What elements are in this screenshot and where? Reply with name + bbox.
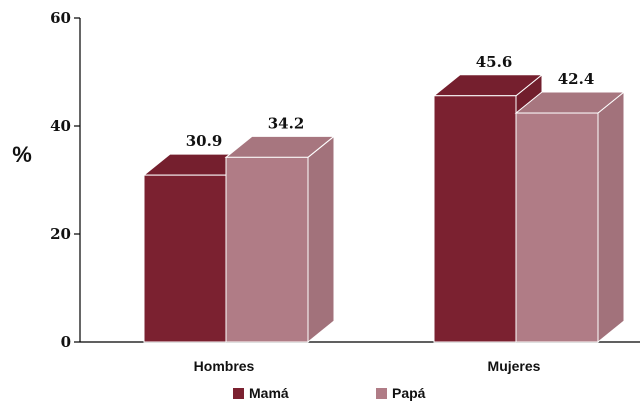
y-tick-label: 60 (50, 9, 71, 27)
bar-front (225, 156, 309, 343)
bar-hombres-1 (224, 135, 336, 344)
data-label: 30.9 (186, 132, 223, 150)
y-tick-label: 40 (50, 117, 71, 135)
bars: 30.9 34.2 45.6 42.4 (142, 53, 626, 344)
legend-swatch (233, 388, 244, 399)
data-label: 42.4 (558, 70, 595, 88)
category-label: Mujeres (488, 358, 541, 374)
category-labels: Hombres Mujeres (194, 358, 541, 374)
legend-label: Papá (392, 385, 426, 401)
bar-front (433, 95, 517, 343)
bar-mujeres-0 (432, 73, 544, 344)
y-axis-label: % (12, 142, 32, 167)
legend-swatch (376, 388, 387, 399)
bar-front (515, 112, 599, 343)
category-label: Hombres (194, 358, 255, 374)
y-tick-label: 20 (50, 225, 71, 243)
data-label: 45.6 (476, 53, 513, 71)
data-label: 34.2 (268, 114, 305, 132)
legend-label: Mamá (249, 385, 289, 401)
bar-mujeres-1 (514, 90, 626, 344)
y-ticks: 0 20 40 60 (50, 9, 80, 351)
bar-side (597, 90, 625, 344)
bar-side (307, 135, 335, 344)
y-tick-label: 0 (61, 333, 71, 351)
legend: Mamá Papá (233, 385, 426, 401)
bar-front (143, 174, 227, 343)
